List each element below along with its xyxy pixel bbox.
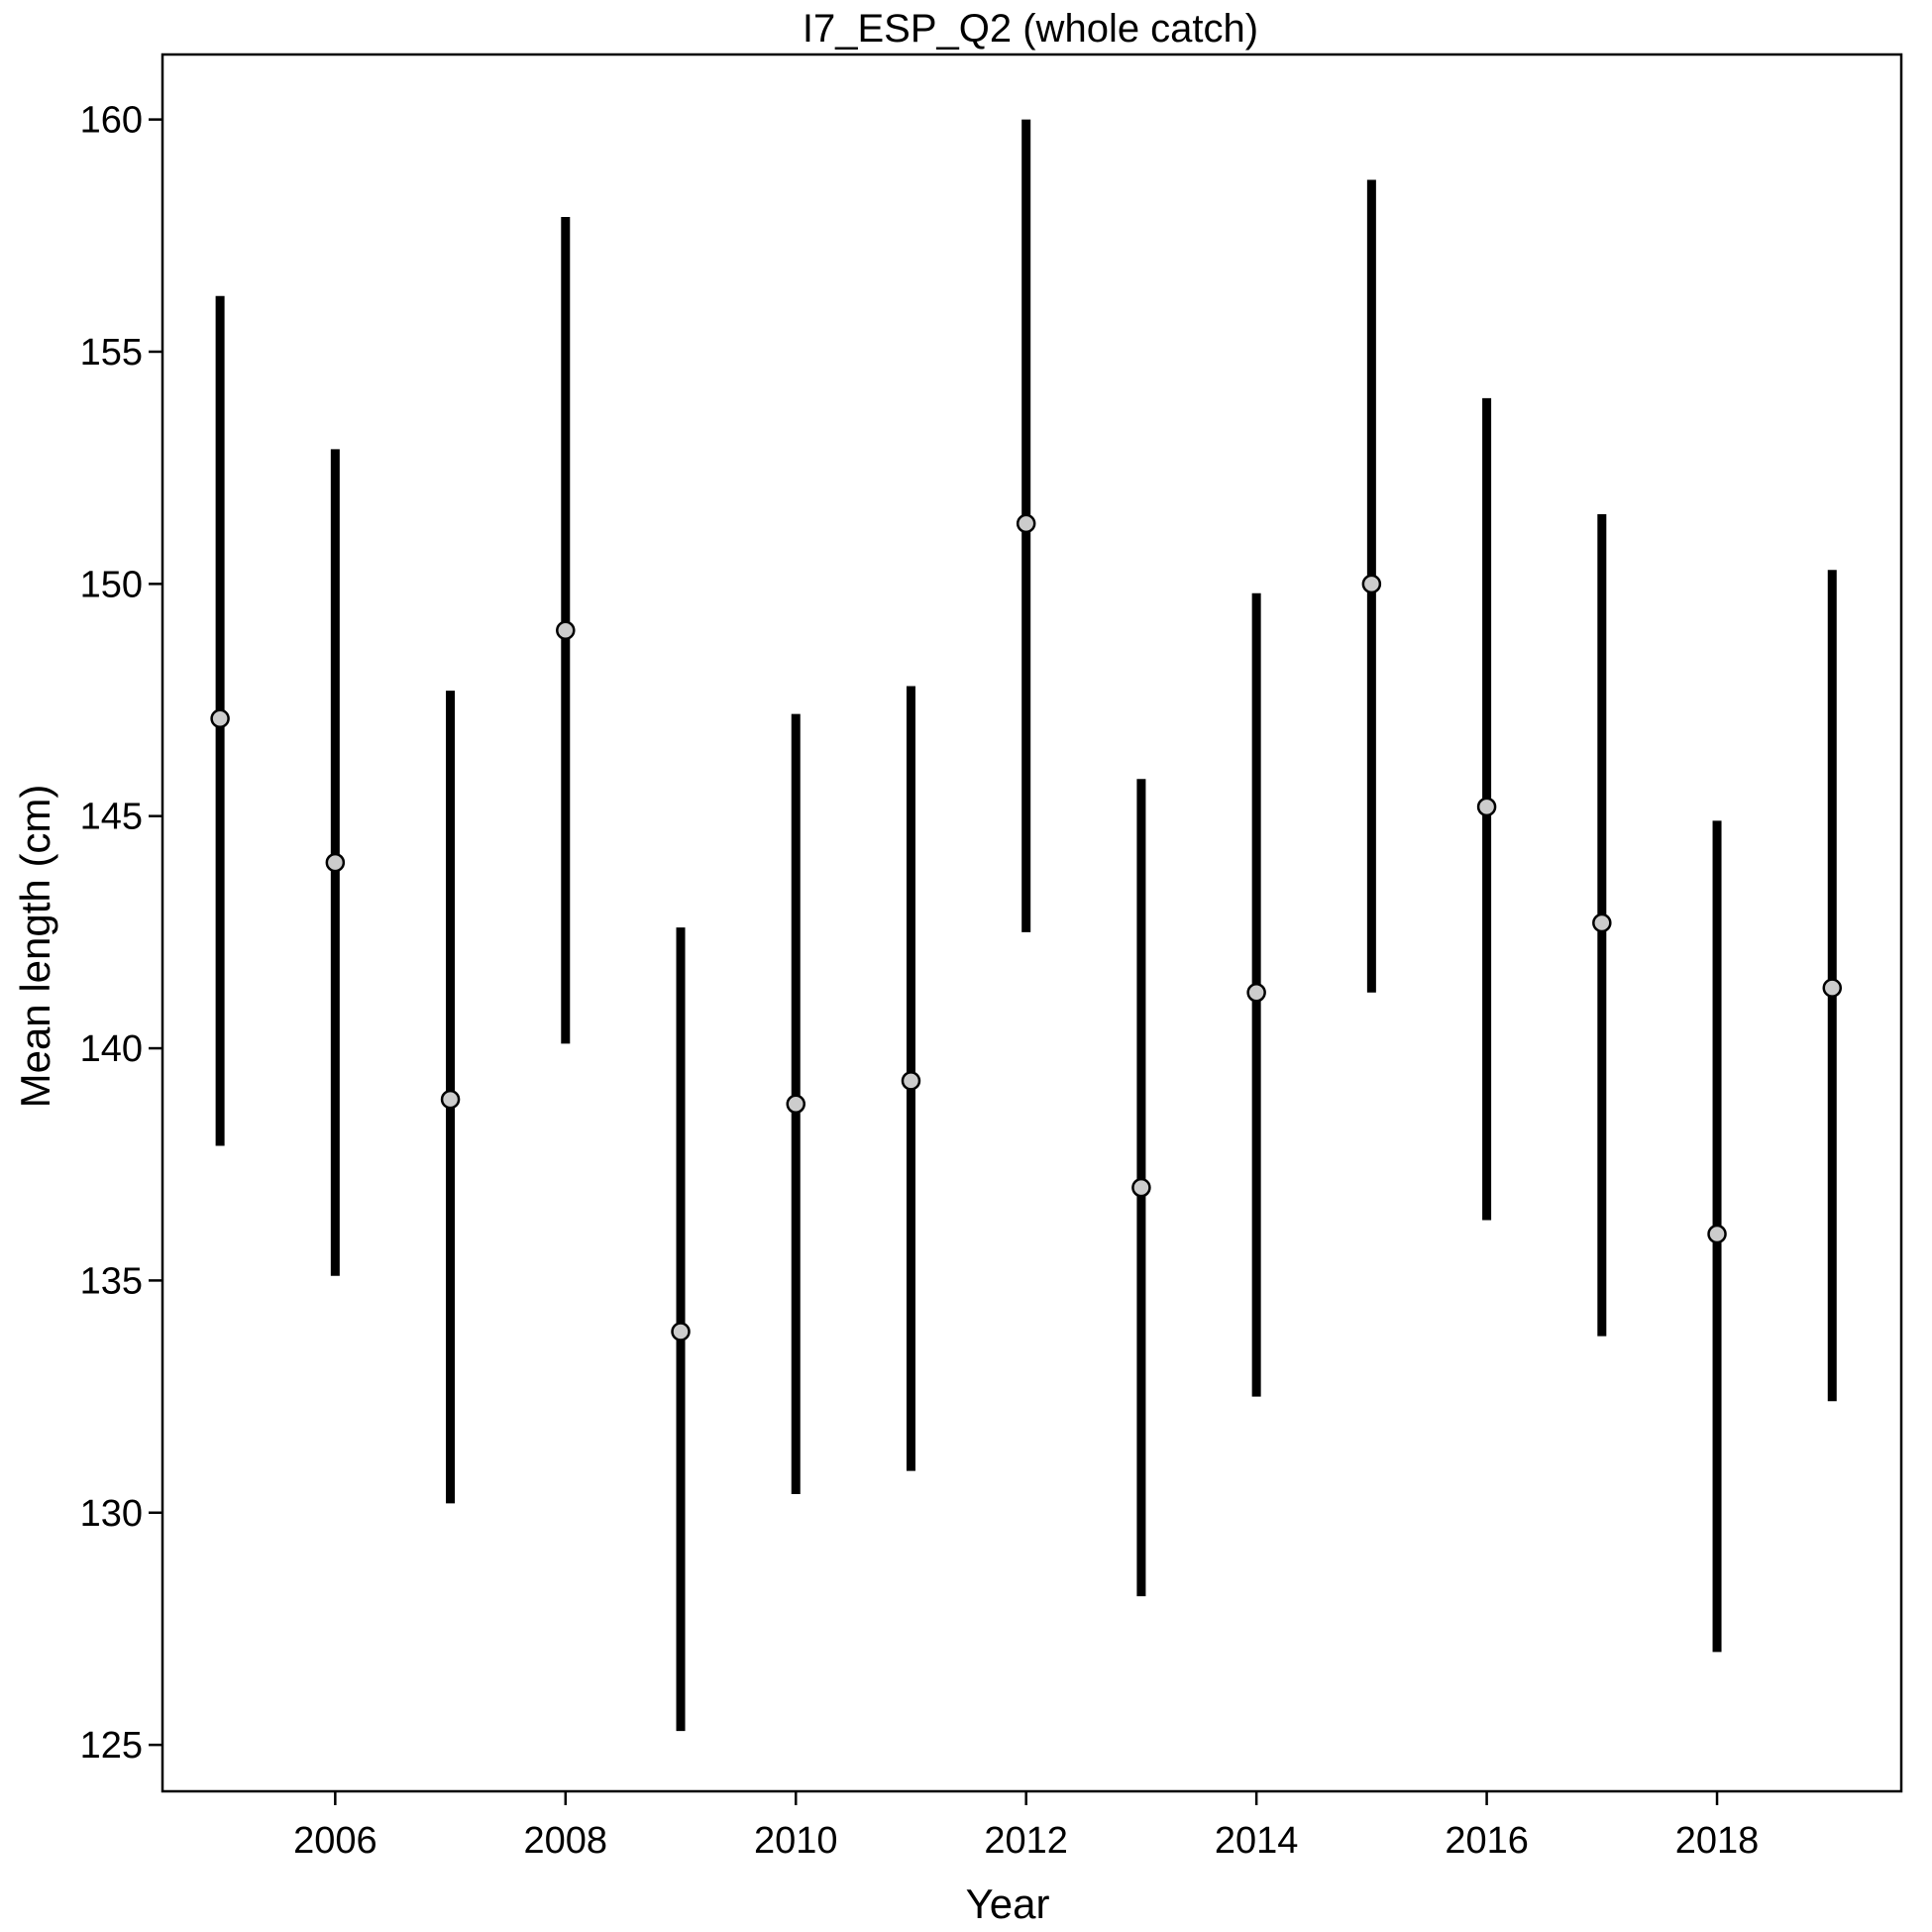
data-point <box>671 1322 691 1342</box>
x-tick-label: 2006 <box>293 1820 377 1862</box>
x-tick-label: 2016 <box>1445 1820 1529 1862</box>
data-point <box>325 852 346 873</box>
data-points <box>210 513 1843 1342</box>
data-point <box>1361 574 1382 594</box>
x-tick-label: 2018 <box>1675 1820 1760 1862</box>
y-tick-label: 145 <box>80 797 143 838</box>
y-tick-label: 150 <box>80 564 143 605</box>
data-point <box>1016 513 1036 534</box>
data-point <box>210 708 230 729</box>
x-tick-label: 2014 <box>1215 1820 1299 1862</box>
data-point <box>1707 1224 1727 1244</box>
y-tick-label: 140 <box>80 1028 143 1070</box>
chart-title: I7_ESP_Q2 (whole catch) <box>803 7 1258 51</box>
y-tick-label: 130 <box>80 1493 143 1535</box>
y-tick-label: 160 <box>80 100 143 142</box>
y-axis: 125 130 135 140 145 150 155 160 <box>80 100 162 1767</box>
data-point <box>1246 983 1266 1003</box>
y-axis-title: Mean length (cm) <box>12 785 58 1109</box>
x-tick-label: 2008 <box>524 1820 608 1862</box>
data-point <box>556 620 576 640</box>
y-tick-label: 135 <box>80 1260 143 1302</box>
data-point <box>1592 912 1612 933</box>
data-point <box>1131 1177 1151 1198</box>
data-point <box>1476 797 1497 817</box>
error-bars <box>215 119 1837 1732</box>
x-tick-label: 2010 <box>754 1820 838 1862</box>
data-point <box>901 1071 921 1091</box>
x-axis: 2006 2008 2010 2012 2014 2016 2018 <box>293 1791 1759 1862</box>
x-axis-title: Year <box>966 1880 1050 1927</box>
data-point <box>440 1089 461 1110</box>
y-tick-label: 155 <box>80 332 143 374</box>
y-tick-label: 125 <box>80 1725 143 1767</box>
data-point <box>1822 978 1843 998</box>
plot-frame <box>161 53 1903 1793</box>
x-tick-label: 2012 <box>984 1820 1068 1862</box>
data-point <box>786 1094 805 1115</box>
